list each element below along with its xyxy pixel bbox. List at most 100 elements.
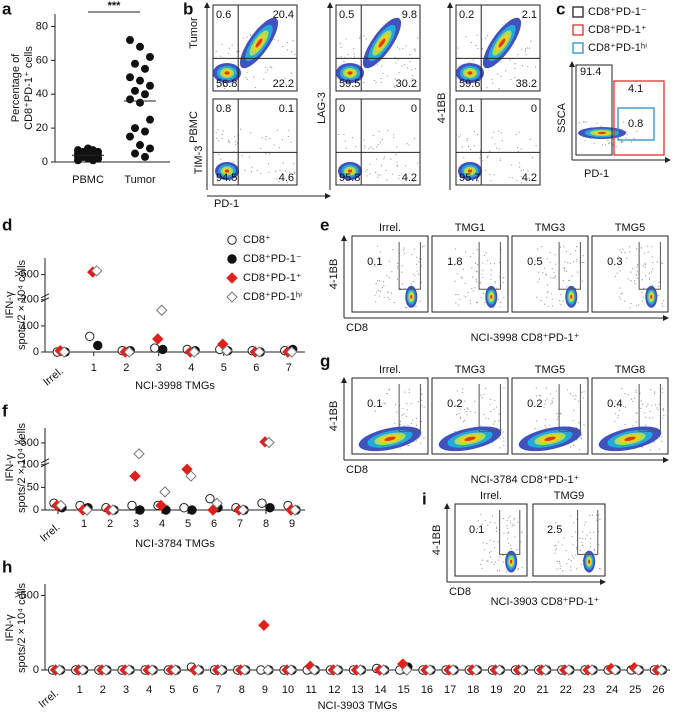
event-dot — [640, 407, 642, 409]
event-dot — [420, 442, 422, 444]
legend-swatch — [572, 6, 584, 18]
event-dot — [572, 395, 574, 397]
event-dot — [383, 158, 385, 160]
density — [467, 169, 473, 173]
event-dot — [564, 267, 566, 269]
y-tick-label: 0 — [33, 504, 39, 516]
event-dot — [464, 400, 466, 402]
event-dot — [571, 275, 573, 277]
event-dot — [575, 250, 577, 252]
event-dot — [577, 271, 579, 273]
event-dot — [460, 276, 462, 278]
data-point — [79, 152, 87, 161]
data-point — [131, 124, 139, 133]
event-dot — [221, 133, 223, 135]
event-dot — [530, 40, 532, 42]
event-dot — [518, 162, 520, 164]
event-dot — [498, 570, 501, 572]
data-point — [89, 156, 97, 165]
event-dot — [505, 70, 507, 72]
event-dot — [522, 169, 525, 171]
event-dot — [614, 412, 616, 415]
event-dot — [636, 266, 638, 268]
event-dot — [644, 424, 647, 426]
event-dot — [223, 87, 226, 89]
event-dot — [662, 305, 664, 307]
event-dot — [490, 180, 492, 182]
panel-letter: d — [2, 215, 12, 234]
event-dot — [555, 548, 558, 550]
event-dot — [260, 173, 262, 175]
event-dot — [595, 514, 598, 516]
event-dot — [399, 48, 401, 50]
event-dot — [382, 72, 384, 74]
event-dot — [293, 172, 295, 174]
event-dot — [520, 169, 522, 172]
event-dot — [454, 280, 456, 282]
event-dot — [261, 137, 263, 139]
event-dot — [456, 273, 458, 275]
gate — [398, 384, 421, 432]
event-dot — [544, 303, 546, 305]
event-dot — [658, 403, 660, 405]
event-dot — [614, 420, 616, 422]
event-dot — [353, 56, 356, 58]
event-dot — [572, 419, 574, 422]
event-dot — [375, 291, 377, 293]
event-dot — [285, 84, 287, 86]
data-point — [127, 500, 137, 511]
event-dot — [563, 268, 565, 270]
event-dot — [507, 532, 509, 534]
event-dot — [379, 251, 381, 253]
event-dot — [388, 260, 390, 263]
event-dot — [375, 158, 378, 160]
event-dot — [273, 39, 275, 41]
event-dot — [643, 287, 645, 289]
event-dot — [634, 283, 636, 285]
event-dot — [554, 275, 557, 277]
event-dot — [586, 121, 588, 123]
event-dot — [635, 274, 638, 276]
data-point — [655, 664, 668, 676]
event-dot — [415, 440, 418, 442]
density — [347, 71, 353, 75]
event-dot — [503, 445, 505, 447]
quadrant-value: 0 — [411, 103, 417, 115]
event-dot — [388, 298, 390, 301]
quadrant-value: 9.8 — [402, 9, 417, 21]
event-dot — [544, 400, 547, 402]
event-dot — [481, 567, 483, 570]
plot-title: TMG5 — [535, 364, 566, 376]
event-dot — [576, 548, 578, 550]
data-point — [152, 333, 164, 345]
event-dot — [412, 419, 414, 421]
event-dot — [375, 171, 377, 174]
event-dot — [517, 567, 519, 570]
data-point — [516, 664, 529, 676]
event-dot — [572, 557, 575, 559]
event-dot — [459, 408, 461, 410]
event-dot — [387, 129, 389, 132]
quadrant-value: 56.8 — [216, 78, 237, 90]
event-dot — [508, 176, 510, 179]
event-dot — [264, 66, 267, 68]
event-dot — [649, 410, 651, 412]
x-tick-label: 20 — [513, 684, 525, 696]
event-dot — [514, 67, 516, 69]
event-dot — [227, 52, 229, 55]
event-dot — [581, 541, 583, 543]
event-dot — [467, 291, 469, 294]
event-dot — [477, 520, 479, 522]
x-tick-label: 1 — [91, 362, 97, 374]
event-dot — [236, 51, 238, 53]
event-dot — [368, 148, 370, 150]
event-dot — [506, 525, 508, 527]
event-dot — [517, 54, 519, 56]
event-dot — [505, 571, 508, 573]
event-dot — [538, 395, 540, 397]
event-dot — [570, 253, 572, 255]
event-dot — [518, 85, 520, 88]
event-dot — [395, 154, 397, 156]
event-dot — [584, 139, 586, 142]
event-dot — [619, 249, 621, 251]
